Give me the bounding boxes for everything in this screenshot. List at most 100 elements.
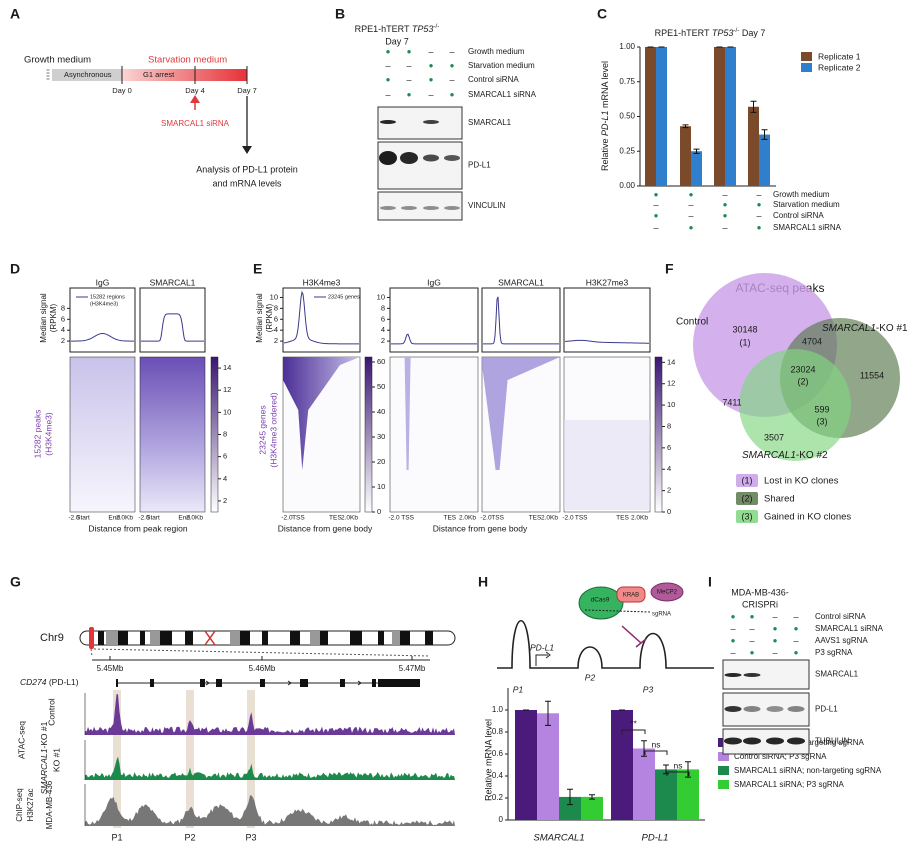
x-tick-label: -2.0 [388,515,400,522]
colorbar-label: 10 [667,400,675,409]
venn-count: 3507 [764,432,784,442]
colorbar-label: 8 [667,421,671,430]
profile-title: SMARCAL1 [150,277,196,287]
tss-arrow-head [545,651,551,659]
blot-box [377,141,463,190]
x-tick-label: -2.0 [281,515,293,522]
condition-symbol: ● [750,648,755,657]
x-tick-label: TES [329,515,342,522]
colorbar-label: 14 [667,357,675,366]
signal-track [85,795,455,826]
error-bar [761,129,768,140]
y-tick-label: 0.2 [492,793,504,802]
y-axis-label: (RPKM) [265,303,274,332]
x-tick-label: Start [76,515,90,522]
arrow-head [242,146,252,154]
x-tick-label: -2.0 [562,515,574,522]
peak-label: P1 [111,832,122,842]
error-bar [693,148,700,154]
condition-label: SMARCAL1 siRNA [815,624,884,633]
peak-shade [186,690,194,828]
set-label: Control [676,317,708,328]
colorbar-label: 6 [223,452,227,461]
chart-title-part: RPE1-hTERT [655,28,712,38]
heatmap-signal [283,357,360,470]
profile-title: IgG [96,277,110,287]
legend-swatch [736,474,758,487]
venn-tag: (3) [817,416,828,426]
x-tick-label: -2.0 [138,515,150,522]
exon [300,679,308,687]
blot-band [743,706,761,712]
chrom-band [290,631,300,645]
error-bar [641,740,647,757]
chrom-band [98,631,104,645]
y-tick-label: 0.6 [492,749,504,758]
mecp2 [650,582,684,602]
blot-band [380,120,396,124]
condition-label: SMARCAL1 siRNA [773,223,842,232]
exon [372,679,376,687]
exon [200,679,205,687]
significance-label: ns [674,760,683,770]
y-tick-label: 8 [381,303,385,312]
condition-label: Growth medium [773,190,830,199]
condition-label: Control siRNA [815,612,866,621]
significance-label: ** [630,718,637,728]
venn-count: 599 [814,404,829,414]
significance-bracket [621,729,646,734]
condition-symbol: – [428,89,433,99]
bar [680,126,691,186]
colorbar-label: 4 [667,464,671,473]
condition-symbol: – [406,74,411,84]
blot-label: SMARCAL1 [815,670,859,679]
exon [150,679,154,687]
bar [748,106,759,186]
colorbar-label: 8 [223,429,227,438]
blot-band [724,673,742,677]
chart-title-part: TP53 [712,28,734,38]
colorbar-label: 0 [667,507,671,516]
chrom-band [150,631,160,645]
legend-label: Replicate 2 [818,62,861,72]
legend-swatch [801,63,812,72]
x-axis-label: Distance from gene body [433,523,528,533]
dcas9 [578,586,624,620]
row-label: 23245 genes [257,405,267,454]
y-tick-label: 0.50 [619,112,635,121]
colorbar [364,356,373,513]
condition-symbol: ● [689,223,694,232]
x-tick-label: TSS [575,515,588,522]
x-tick-label: 2.0Kb [631,515,648,522]
condition-symbol: – [449,46,454,56]
condition-symbol: ● [723,211,728,220]
blot-subtitle: Day 7 [385,36,409,46]
profile-title: SMARCAL1 [498,277,544,287]
venn-set [739,349,851,461]
condition-symbol: – [749,635,754,645]
colorbar-label: 0 [377,507,381,516]
colorbar-label: 50 [377,382,385,391]
dna [497,619,714,669]
chart-title-part: Day 7 [739,28,765,38]
condition-label: SMARCAL1 siRNA [468,90,537,99]
blot-band [743,673,761,677]
peak-label: P3 [245,832,256,842]
chrom-locus [89,627,94,649]
strand-mark [287,680,292,686]
exon [340,679,345,687]
condition-symbol: – [722,189,727,199]
condition-symbol: ● [386,47,391,56]
condition-symbol: – [653,199,658,209]
gene-label-part: CD274 [20,677,47,687]
analysis-label: and mRNA levels [212,178,282,188]
y-axis-label-part: mRNA level [600,61,610,111]
y-axis-label: Relative PD-L1 mRNA level [600,61,610,171]
bar [559,796,581,820]
condition-symbol: ● [731,612,736,621]
y-axis-label: Relative mRNA level [483,719,493,801]
sgrna-line [584,609,651,613]
bar [725,47,736,186]
blot-band [423,154,439,162]
chrom-band [240,631,250,645]
